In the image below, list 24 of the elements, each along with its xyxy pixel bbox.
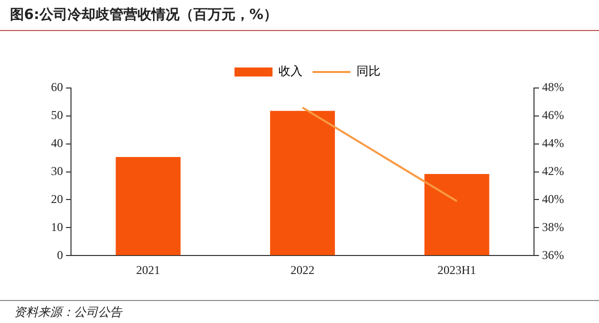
bar — [270, 110, 335, 256]
y2-tick-label: 48% — [542, 80, 564, 94]
chart-title: 图6:公司冷却歧管营收情况（百万元，%） — [10, 6, 278, 24]
x-tick-label: 2021 — [136, 262, 160, 277]
y-tick-label: 30 — [51, 164, 63, 178]
y2-tick-label: 38% — [542, 220, 564, 234]
y-tick-label: 10 — [51, 220, 63, 234]
y2-tick-label: 44% — [542, 136, 564, 150]
y2-tick-label: 46% — [542, 108, 564, 122]
x-tick-label: 2022 — [290, 262, 314, 277]
y-tick-label: 40 — [51, 136, 63, 150]
x-tick-label: 2023H1 — [438, 262, 476, 277]
bar — [424, 174, 490, 256]
y-tick-label: 20 — [51, 192, 63, 206]
y2-tick-label: 42% — [542, 164, 564, 178]
text: 资料来源：公司公告 — [14, 304, 122, 321]
y2-tick-label: 36% — [542, 248, 564, 262]
legend-label: 收入 — [278, 64, 302, 78]
y-tick-label: 50 — [51, 108, 63, 122]
y2-tick-label: 40% — [542, 192, 564, 206]
y-tick-label: 0 — [57, 248, 63, 262]
y-tick-label: 60 — [51, 80, 63, 94]
bar — [116, 156, 181, 256]
legend-label: 同比 — [356, 64, 380, 78]
